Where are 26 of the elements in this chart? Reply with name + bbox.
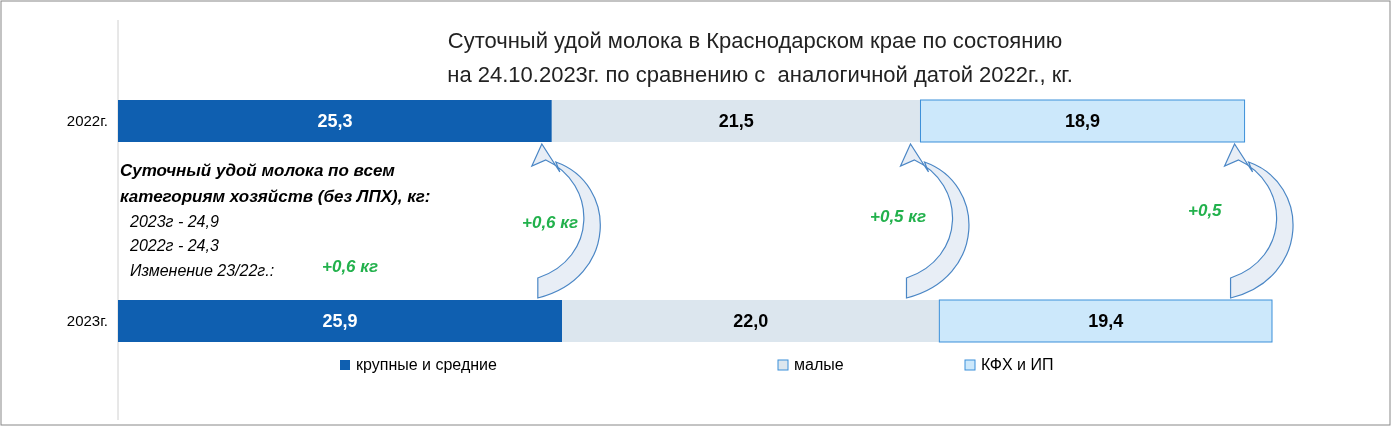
bar <box>118 100 552 142</box>
bar <box>551 100 921 142</box>
text: Суточный удой молока в Краснодарском крае по состоянию на 24.10.2023г. по сравнению с аналогичной датой 2022г., кг. <box>447 28 1073 87</box>
y-tick-label: 2022г. <box>66 112 108 129</box>
data-label: 22,0 <box>733 311 769 331</box>
data-label: 21,5 <box>718 111 754 131</box>
legend-label: КФХ и ИП <box>981 356 1054 373</box>
bar <box>562 300 940 342</box>
annotation: +0,6 кг <box>522 213 578 232</box>
bar <box>919 99 1246 143</box>
legend-label: крупные и средние <box>356 356 497 373</box>
annotation: +0,5 <box>1188 201 1223 220</box>
data-label: 18,9 <box>1065 111 1101 131</box>
data-label: 25,3 <box>317 111 353 131</box>
legend-label: малые <box>794 356 844 373</box>
data-label: 19,4 <box>1088 311 1124 331</box>
annotation: Изменение 23/22г.: <box>130 262 275 279</box>
annotation: +0,6 кг <box>322 257 378 276</box>
data-label: 25,9 <box>322 311 358 331</box>
annotation: Суточный удой молока по всем категориям хозяйств (без ЛПХ), кг: <box>120 161 431 206</box>
bar <box>938 299 1273 343</box>
annotation: 2023г - 24,9 <box>129 213 219 230</box>
annotation: 2022г - 24,3 <box>129 237 219 254</box>
y-tick-label: 2023г. <box>66 312 108 329</box>
annotation: +0,5 кг <box>870 207 926 226</box>
bar <box>118 300 563 342</box>
